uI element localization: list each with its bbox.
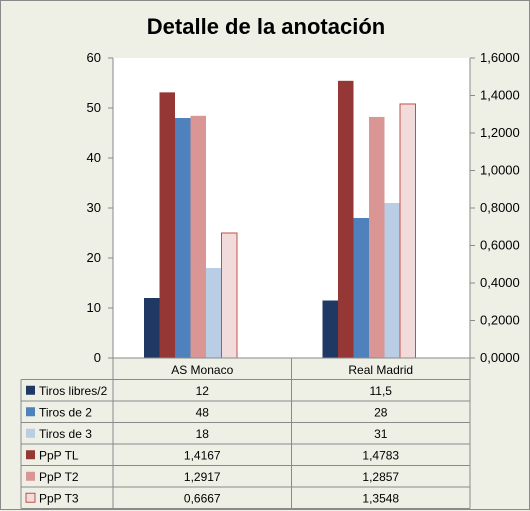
data-value-label: 18 — [196, 427, 210, 441]
legend-swatch — [26, 471, 35, 481]
bar-tiros-de-2-0 — [175, 118, 191, 358]
y-right-tick-label: 1,4000 — [480, 88, 520, 103]
data-value-label: 28 — [374, 405, 388, 419]
y-left-tick-label: 50 — [87, 100, 101, 115]
bar-tiros-libres-2-0 — [144, 298, 160, 358]
bar-ppp-tl-1 — [338, 80, 354, 358]
bar-tiros-libres-2-1 — [322, 300, 338, 358]
y-right-tick-label: 1,2000 — [480, 125, 520, 140]
data-value-label: 31 — [374, 427, 388, 441]
series-name-label: PpP T3 — [39, 491, 79, 505]
bar-tiros-de-3-1 — [384, 203, 400, 358]
legend-swatch — [26, 407, 35, 417]
data-value-label: 1,2857 — [362, 470, 399, 484]
y-left-tick-label: 30 — [87, 200, 101, 215]
y-right-tick-label: 0,6000 — [480, 238, 520, 253]
axes-group: 0 10 20 30 40 50 60 0,0000 0,2000 0,4000 0,6000 0,8… — [87, 50, 520, 365]
legend-swatch — [26, 428, 35, 438]
data-table: AS Monaco Real Madrid Tiros libres/2 12 11,5… — [20, 357, 471, 509]
bar-ppp-t3-0 — [221, 232, 238, 359]
data-value-label: 0,6667 — [184, 491, 221, 505]
y-right-tick-label: 0,0000 — [480, 350, 520, 365]
bar-tiros-de-2-1 — [353, 218, 369, 358]
data-value-label: 1,2917 — [184, 470, 221, 484]
x-category-label: AS Monaco — [171, 363, 233, 377]
data-value-label: 12 — [196, 384, 210, 398]
legend-swatch — [26, 450, 35, 460]
y-right-tick-label: 0,8000 — [480, 200, 520, 215]
y-left-tick-label: 20 — [87, 250, 101, 265]
bar-tiros-de-3-0 — [206, 268, 222, 358]
y-left-tick-label: 60 — [87, 50, 101, 65]
bar-ppp-t3-1 — [399, 103, 416, 359]
bar-ppp-t2-1 — [369, 116, 385, 359]
x-category-label: Real Madrid — [348, 363, 413, 377]
data-value-label: 48 — [196, 405, 210, 419]
legend-swatch — [25, 492, 36, 503]
bars-group — [144, 80, 416, 359]
y-left-tick-label: 0 — [94, 350, 101, 365]
data-value-label: 1,4783 — [362, 448, 399, 462]
y-left-tick-label: 10 — [87, 300, 101, 315]
data-value-label: 1,4167 — [184, 448, 221, 462]
y-left-tick-label: 40 — [87, 150, 101, 165]
series-name-label: Tiros libres/2 — [39, 384, 108, 398]
y-right-tick-label: 1,6000 — [480, 50, 520, 65]
y-right-tick-label: 0,4000 — [480, 275, 520, 290]
series-name-label: Tiros de 3 — [39, 427, 92, 441]
series-name-label: Tiros de 2 — [39, 405, 92, 419]
series-name-label: PpP T2 — [39, 470, 79, 484]
bar-ppp-t2-0 — [190, 115, 206, 359]
chart-title: Detalle de la anotación — [147, 14, 385, 39]
data-value-label: 1,3548 — [362, 491, 399, 505]
legend-swatch — [26, 385, 35, 395]
data-value-label: 11,5 — [370, 384, 393, 398]
series-name-label: PpP TL — [39, 448, 79, 462]
y-right-tick-label: 1,0000 — [480, 163, 520, 178]
y-right-tick-label: 0,2000 — [480, 313, 520, 328]
bar-ppp-tl-0 — [159, 92, 175, 359]
